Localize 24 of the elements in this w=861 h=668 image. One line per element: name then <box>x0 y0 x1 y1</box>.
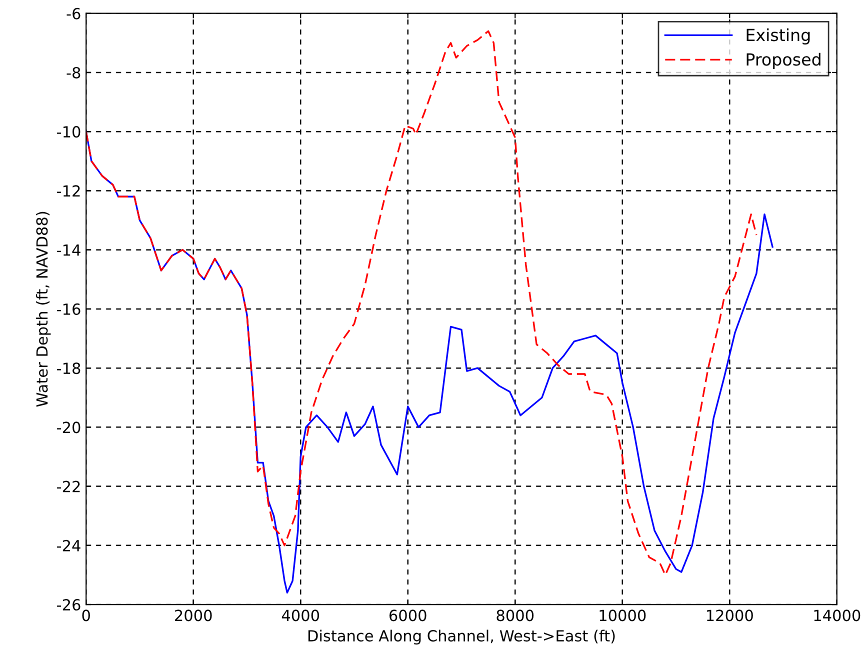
x-tick-label: 14000 <box>814 610 860 622</box>
x-tick-label: 12000 <box>707 610 753 622</box>
y-tick-label: -24 <box>57 540 80 552</box>
x-tick-label: 4000 <box>282 610 320 622</box>
x-tick-label: 10000 <box>600 610 646 622</box>
line-series <box>86 130 774 594</box>
legend-label: Proposed <box>746 52 820 69</box>
y-tick-label: -14 <box>57 244 80 256</box>
y-axis-title: Water Depth (ft, NAVD88) <box>36 212 51 407</box>
y-tick-label: -16 <box>57 303 80 315</box>
y-tick-label: -8 <box>66 66 80 78</box>
y-tick-label: -6 <box>66 8 80 20</box>
y-tick-label: -18 <box>57 362 80 374</box>
y-tick-label: -26 <box>57 599 80 611</box>
x-tick-label: 6000 <box>389 610 426 622</box>
y-tick-label: -12 <box>57 185 80 197</box>
legend-label: Existing <box>746 28 810 44</box>
y-tick-label: -10 <box>57 126 80 138</box>
x-axis-title: Distance Along Channel, West->East (ft) <box>308 630 615 645</box>
x-tick-label: 0 <box>82 610 90 622</box>
x-tick-label: 2000 <box>175 610 212 622</box>
y-tick-label: -20 <box>57 422 80 434</box>
y-tick-label: -22 <box>57 480 80 492</box>
x-tick-label: 8000 <box>496 610 534 622</box>
